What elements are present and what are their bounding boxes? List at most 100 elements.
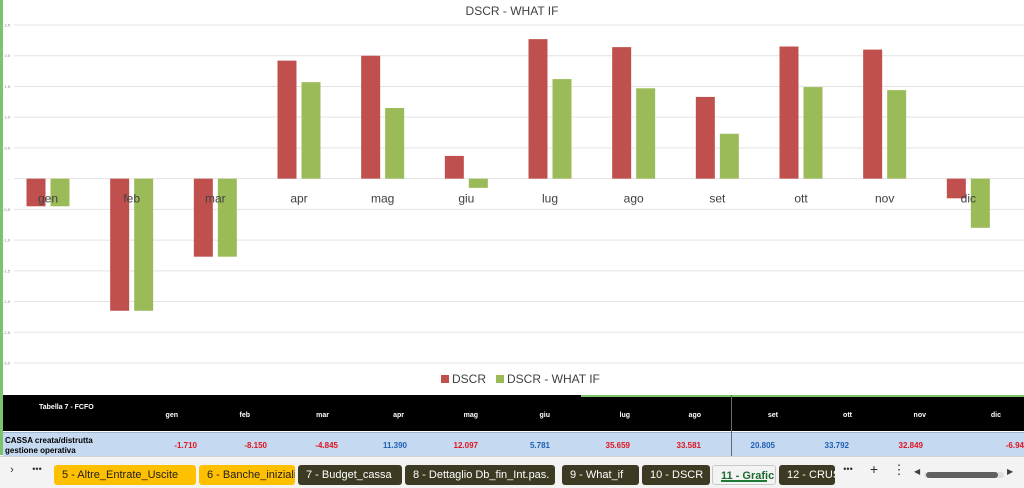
bar-whatif-mar[interactable]: [217, 178, 237, 257]
column-separator: [731, 395, 732, 456]
y-tick-label: -2,5: [3, 330, 11, 335]
bar-whatif-feb[interactable]: [134, 178, 154, 311]
cell-giu[interactable]: 5.781: [529, 441, 550, 450]
scroll-left-icon[interactable]: ◀: [914, 467, 921, 476]
column-header-nov: nov: [913, 412, 926, 419]
cell-lug[interactable]: 35.659: [605, 441, 630, 450]
tab-6-banche-iniziali[interactable]: 6 - Banche_iniziali: [199, 465, 295, 485]
cell-dic[interactable]: -6.94: [1005, 441, 1024, 450]
more-tabs-left-button[interactable]: •••: [32, 464, 42, 474]
tab-7-budget-cassa[interactable]: 7 - Budget_cassa: [298, 465, 402, 485]
selection-border: [581, 395, 1024, 397]
bar-dscr-apr[interactable]: [277, 60, 297, 179]
column-header-gen: gen: [165, 412, 178, 419]
y-tick-label: 2,0: [4, 53, 10, 58]
bar-whatif-ott[interactable]: [803, 87, 823, 179]
x-category-label: giu: [458, 192, 474, 206]
column-header-lug: lug: [619, 412, 631, 419]
row-label-line2: gestione operativa: [5, 446, 76, 455]
cell-apr[interactable]: 11.390: [382, 441, 407, 450]
bar-whatif-dic[interactable]: [970, 178, 990, 228]
cell-ago[interactable]: 33.581: [676, 441, 701, 450]
tab-11-grafici[interactable]: 11 - Grafici: [712, 465, 776, 485]
x-category-label: nov: [875, 192, 894, 206]
x-category-label: feb: [123, 192, 140, 206]
cell-nov[interactable]: 32.849: [898, 441, 923, 450]
column-header-dic: dic: [990, 412, 1001, 419]
scrollbar-thumb[interactable]: [926, 472, 998, 478]
x-category-label: ago: [624, 192, 644, 206]
bar-dscr-mar[interactable]: [193, 178, 213, 257]
x-category-label: ott: [794, 192, 808, 206]
chart-area[interactable]: DSCR - WHAT IF 2,5 2,0 1,5 1,0 0,5 - -0,5 -1,0 -…: [0, 0, 1024, 395]
y-tick-label: 1,0: [4, 115, 10, 120]
y-axis-ticks: 2,5 2,0 1,5 1,0 0,5 - -0,5 -1,0 -1,5 -2,0 -2,5 -3,0: [3, 23, 11, 366]
bar-whatif-set[interactable]: [719, 133, 739, 179]
bar-whatif-giu[interactable]: [468, 178, 488, 188]
column-header-mar: mar: [316, 412, 329, 419]
bar-dscr-dic[interactable]: [946, 178, 966, 199]
bar-whatif-ago[interactable]: [636, 88, 656, 179]
cell-mag[interactable]: 12.097: [453, 441, 478, 450]
tab-8-dettaglio-db-fin-int-pas-[interactable]: 8 - Dettaglio Db_fin_Int.pas.: [405, 465, 555, 485]
bar-whatif-lug[interactable]: [552, 79, 572, 179]
x-category-label: mar: [205, 192, 226, 206]
bar-dscr-gen[interactable]: [26, 178, 46, 207]
tab-10-dscr[interactable]: 10 - DSCR: [642, 465, 710, 485]
cell-gen[interactable]: -1.710: [174, 441, 197, 450]
cell-set[interactable]: 20.805: [750, 441, 775, 450]
bars: [26, 39, 990, 311]
y-tick-label: 0,5: [4, 145, 10, 150]
bar-dscr-giu[interactable]: [444, 155, 464, 179]
bar-dscr-ago[interactable]: [612, 47, 632, 179]
y-tick-label: -3,0: [3, 361, 11, 366]
column-header-set: set: [767, 412, 778, 419]
tab-scroll-right-icon[interactable]: ›: [10, 464, 14, 476]
row-label-line1: CASSA creata/distrutta: [5, 436, 93, 445]
row-label: CASSA creata/distrutta gestione operativ…: [5, 436, 145, 456]
legend-label-0: DSCR: [452, 372, 486, 386]
bar-dscr-nov[interactable]: [863, 49, 883, 179]
table-title: Tabella 7 - FCFO: [39, 404, 94, 411]
y-tick-label: -2,0: [3, 299, 11, 304]
column-header-giu: giu: [539, 412, 551, 419]
x-axis-categories: gen feb mar apr mag giu lug ago set ott nov dic: [38, 192, 976, 206]
bar-whatif-mag[interactable]: [385, 107, 405, 179]
cell-ott[interactable]: 33.792: [824, 441, 849, 450]
fcfo-table: Tabella 7 - FCFO gen feb mar apr mag giu lug ag…: [3, 395, 1024, 457]
y-tick-label: 1,5: [4, 84, 10, 89]
legend-swatch-0: [441, 375, 449, 383]
bar-dscr-feb[interactable]: [110, 178, 130, 311]
scroll-right-icon[interactable]: ▶: [1007, 467, 1014, 476]
sheet-menu-icon[interactable]: ⋮: [892, 462, 906, 477]
column-header-feb: feb: [239, 412, 251, 419]
bar-dscr-set[interactable]: [695, 96, 715, 179]
x-category-label: set: [709, 192, 726, 206]
column-header-apr: apr: [393, 412, 404, 419]
horizontal-scrollbar[interactable]: ◀ ▶: [912, 467, 1016, 479]
tab-12-crus[interactable]: 12 - CRUS: [779, 465, 835, 485]
tab-9-what-if[interactable]: 9 - What_if: [562, 465, 639, 485]
bar-dscr-ott[interactable]: [779, 46, 799, 179]
tab-5-altre-entrate-uscite[interactable]: 5 - Altre_Entrate_Uscite: [54, 465, 196, 485]
table-row[interactable]: CASSA creata/distrutta gestione operativ…: [3, 432, 1024, 457]
y-tick-label: -1,5: [3, 268, 11, 273]
x-category-label: lug: [542, 192, 558, 206]
add-sheet-button[interactable]: +: [869, 461, 879, 477]
more-tabs-right-button[interactable]: •••: [843, 464, 853, 474]
bar-whatif-gen[interactable]: [50, 178, 70, 207]
column-header-mag: mag: [463, 412, 478, 419]
bar-dscr-mag[interactable]: [361, 55, 381, 179]
legend-label-1: DSCR - WHAT IF: [507, 372, 600, 386]
table-header-row: Tabella 7 - FCFO gen feb mar apr mag giu lug ag…: [3, 395, 1024, 431]
x-category-label: mag: [371, 192, 394, 206]
grid-layer: [14, 24, 1024, 364]
cell-mar[interactable]: -4.845: [315, 441, 338, 450]
y-tick-label: -0,5: [3, 207, 11, 212]
bar-whatif-nov[interactable]: [887, 90, 907, 179]
cell-feb[interactable]: -8.150: [244, 441, 267, 450]
bar-whatif-apr[interactable]: [301, 82, 321, 179]
legend: DSCR DSCR - WHAT IF: [441, 372, 600, 386]
dscr-chart: DSCR - WHAT IF 2,5 2,0 1,5 1,0 0,5 - -0,5 -1,0 -…: [3, 4, 1024, 386]
bar-dscr-lug[interactable]: [528, 39, 548, 179]
